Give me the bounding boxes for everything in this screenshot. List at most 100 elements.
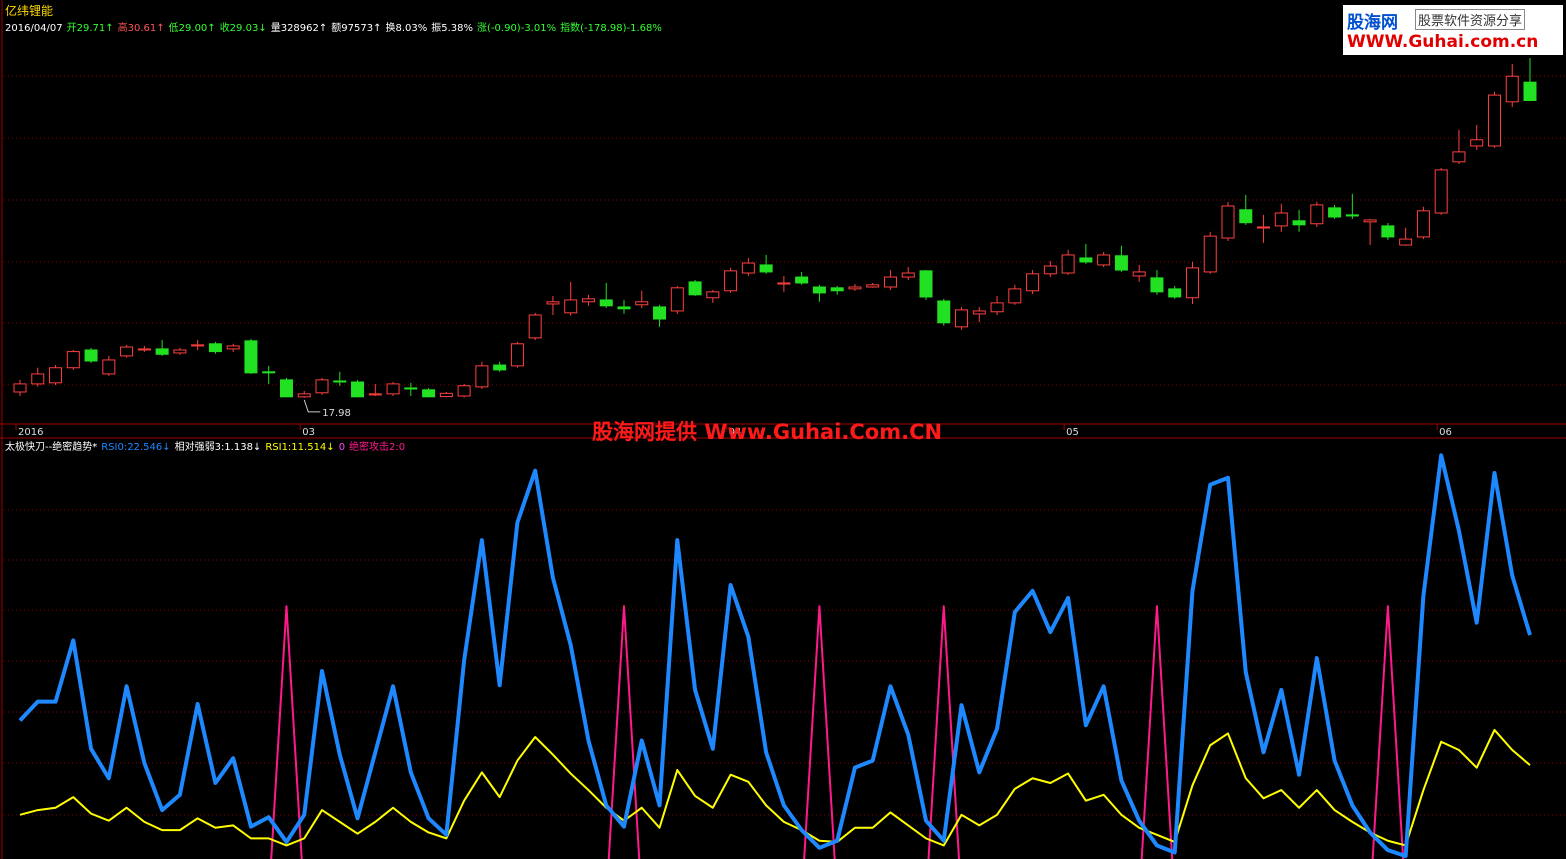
candle-body — [1097, 254, 1111, 266]
candle-body — [173, 349, 187, 354]
candle-body — [1257, 226, 1271, 229]
candle-body — [475, 365, 489, 388]
candle-body — [1203, 235, 1217, 273]
candle-body — [937, 300, 951, 324]
series-line — [270, 605, 1405, 859]
indicator-title: 太极快刀--绝密趋势* — [5, 442, 98, 453]
candle-body — [1363, 219, 1377, 223]
candle-body — [706, 291, 720, 299]
x-tick-label: 06 — [1439, 427, 1452, 438]
candle-body — [102, 359, 116, 375]
candle-body — [1292, 220, 1306, 226]
candle-body — [919, 270, 933, 298]
x-tick-label: 05 — [1066, 427, 1079, 438]
candle-body — [31, 373, 45, 385]
candle-body — [84, 349, 98, 362]
candle-body — [226, 345, 240, 350]
candle-body — [1221, 205, 1235, 239]
low-label: 17.98 — [322, 408, 351, 419]
candle-body — [457, 385, 471, 397]
candle-body — [439, 392, 453, 398]
candle-body — [848, 286, 862, 290]
candle-body — [404, 387, 418, 390]
candle-body — [1523, 81, 1537, 101]
candle-body — [1061, 254, 1075, 274]
series-line — [19, 728, 1531, 847]
candle-body — [279, 379, 293, 398]
candle-body — [351, 381, 365, 398]
candle-body — [617, 306, 631, 310]
quote-item: 开29.71↑ — [66, 23, 114, 34]
candle-body — [155, 348, 169, 355]
candle-body — [1150, 277, 1164, 293]
candle-body — [368, 393, 382, 396]
candle-body — [635, 301, 649, 306]
date: 2016/04/07 — [5, 23, 63, 34]
quote-item: 量328962↑ — [270, 23, 328, 34]
candle-body — [759, 264, 773, 273]
candle-body — [191, 344, 205, 347]
candle-body — [812, 286, 826, 294]
quote-item: 低29.00↑ — [168, 23, 216, 34]
candle-body — [883, 276, 897, 288]
candle-body — [1026, 273, 1040, 292]
indicator-label: 相对强弱3:1.138↓ — [174, 442, 262, 453]
candle-body — [546, 301, 560, 305]
candle-body — [1274, 212, 1288, 227]
candle-body — [866, 284, 880, 288]
quote-item: 振5.38% — [431, 23, 474, 34]
candle-body — [1399, 238, 1413, 246]
stock-name: 亿纬锂能 — [5, 4, 54, 18]
quote-item: 收29.03↓ — [219, 23, 267, 34]
candle-body — [1008, 288, 1022, 304]
candle-body — [528, 314, 542, 339]
candle-body — [724, 270, 738, 292]
candle-body — [564, 299, 578, 314]
quote-item: 涨(-0.90)-3.01% — [477, 23, 557, 34]
candle-body — [1416, 210, 1430, 238]
logo-url: WWW.Guhai.com.cn — [1347, 32, 1539, 52]
quote-item: 高30.61↑ — [117, 23, 165, 34]
candle-body — [1079, 257, 1093, 263]
candle-body — [1114, 255, 1128, 271]
candle-body — [653, 306, 667, 320]
candle-body — [581, 298, 595, 303]
legend-entry: RSI1:11.514↓ — [265, 442, 335, 453]
candle-body — [1239, 209, 1253, 224]
low-pointer — [303, 399, 321, 413]
candle-body — [1328, 207, 1342, 218]
candle-body — [262, 371, 276, 374]
x-tick-label: 2016 — [18, 427, 43, 438]
candle-body — [741, 262, 755, 274]
x-tick-label: 03 — [302, 427, 315, 438]
candle-body — [1505, 75, 1519, 103]
candle-body — [1345, 214, 1359, 217]
logo-brand: 股海网 — [1347, 13, 1398, 33]
candle-body — [315, 379, 329, 394]
candle-body — [1487, 94, 1501, 147]
quote-item: 指数(-178.98)-1.68% — [560, 23, 662, 34]
candle-body — [13, 383, 27, 393]
x-tick-label: 04 — [729, 427, 742, 438]
quote-item: 换8.03% — [385, 23, 428, 34]
candle-body — [1043, 265, 1057, 275]
candle-body — [901, 272, 915, 278]
candle-body — [386, 383, 400, 395]
candle-body — [688, 281, 702, 296]
logo-slogan: 股票软件资源分享 — [1415, 9, 1526, 30]
candle-body — [208, 343, 222, 353]
candle-body — [1132, 271, 1146, 277]
candle-body — [955, 309, 969, 328]
candle-body — [1310, 204, 1324, 225]
candle-body — [972, 310, 986, 315]
indicator-row: 太极快刀--绝密趋势* RSI0:22.546↓ 相对强弱3:1.138↓ RSI1:… — [5, 438, 409, 453]
candle-body — [1434, 169, 1448, 214]
candle-body — [137, 348, 151, 351]
candle-body — [795, 276, 809, 284]
legend-entry: RSI0:22.546↓ — [101, 442, 171, 453]
candle-body — [670, 287, 684, 312]
legend-entry: 绝密攻击2:0 — [349, 442, 406, 453]
watermark: 股海网提供 Www.Guhai.Com.CN — [592, 420, 943, 444]
